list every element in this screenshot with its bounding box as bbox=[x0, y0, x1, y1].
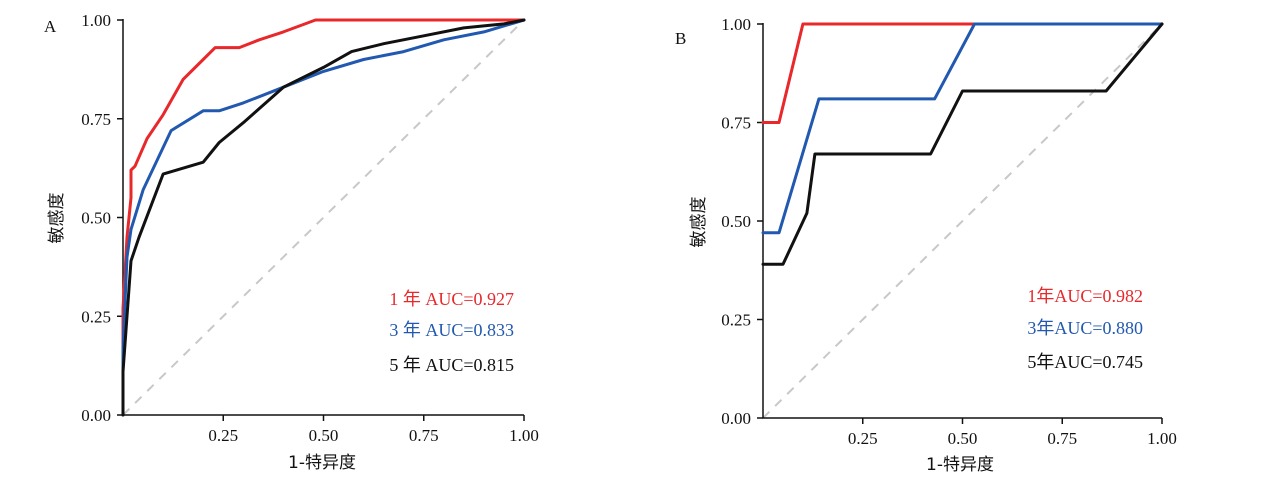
panel-b-x-tick-label: 1.00 bbox=[1147, 429, 1177, 448]
panel-b-y-tick-label: 0.25 bbox=[721, 311, 751, 330]
panel-a-series-line-3 bbox=[121, 18, 526, 417]
panel-a-label: A bbox=[44, 17, 57, 36]
panel-a-legend-entry-1: 1 年 AUC=0.927 bbox=[389, 289, 514, 309]
panel-a-series-line-2 bbox=[121, 18, 526, 417]
panel-b-y-tick-label: 0.50 bbox=[721, 212, 751, 231]
panel-b-series-line-3 bbox=[761, 22, 1164, 266]
panel-a-x-tick-label: 0.75 bbox=[409, 426, 439, 445]
panel-b-x-axis-title: 1-特异度 bbox=[926, 455, 994, 475]
panel-b-y-axis-title: 敏感度 bbox=[689, 197, 709, 248]
panel-b-x-tick-label: 0.25 bbox=[848, 429, 878, 448]
panel-a-y-tick-label: 0.00 bbox=[81, 406, 111, 425]
panel-a-y-axis-title: 敏感度 bbox=[47, 193, 67, 244]
panel-b-y-tick-label: 0.00 bbox=[721, 409, 751, 428]
panel-a-legend-entry-3: 5 年 AUC=0.815 bbox=[389, 355, 514, 375]
panel-a-legend-entry-2: 3 年 AUC=0.833 bbox=[389, 320, 514, 340]
panel-a-x-tick-label: 1.00 bbox=[509, 426, 539, 445]
panel-a-x-tick-label: 0.50 bbox=[309, 426, 339, 445]
panel-b-x-tick-label: 0.75 bbox=[1047, 429, 1077, 448]
panel-a-y-tick-label: 0.75 bbox=[81, 110, 111, 129]
panel-b-series-line-2 bbox=[761, 22, 1164, 235]
panel-b-legend-entry-2: 3年AUC=0.880 bbox=[1027, 318, 1143, 338]
panel-a-y-tick-label: 1.00 bbox=[81, 11, 111, 30]
panel-b-x-tick-label: 0.50 bbox=[948, 429, 978, 448]
panel-a-y-tick-label: 0.25 bbox=[81, 307, 111, 326]
panel-a-reference-line bbox=[122, 19, 525, 416]
panel-a-series-line-1 bbox=[121, 18, 526, 417]
panel-b-legend-entry-1: 1年AUC=0.982 bbox=[1027, 286, 1143, 306]
panel-a-y-tick-label: 0.50 bbox=[81, 209, 111, 228]
panel-a-x-axis-title: 1-特异度 bbox=[288, 453, 356, 473]
panel-b-label: B bbox=[675, 29, 686, 48]
panel-b-y-tick-label: 0.75 bbox=[721, 114, 751, 133]
panel-b-y-tick-label: 1.00 bbox=[721, 15, 751, 34]
panel-b-legend-entry-3: 5年AUC=0.745 bbox=[1027, 352, 1143, 372]
panel-b-series-line-1 bbox=[761, 22, 1164, 124]
panel-a-x-tick-label: 0.25 bbox=[208, 426, 238, 445]
